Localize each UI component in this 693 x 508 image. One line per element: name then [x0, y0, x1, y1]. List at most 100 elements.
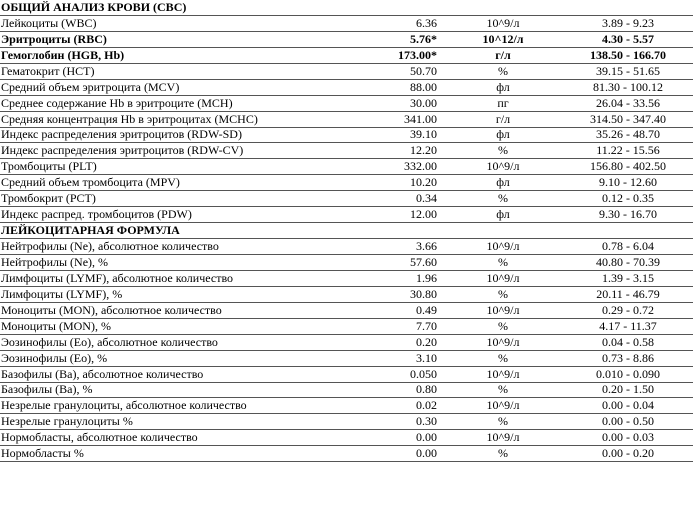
test-unit: г/л — [443, 111, 563, 128]
table-row: Моноциты (MON), абсолютное количество 0.4… — [0, 302, 693, 319]
table-row: Индекс распределения эритроцитов (RDW-CV… — [0, 142, 693, 160]
test-unit: % — [443, 382, 563, 399]
test-name: Индекс распределения эритроцитов (RDW-CV… — [0, 142, 330, 160]
test-result: 39.10 — [330, 127, 443, 144]
table-row: Среднее содержание Hb в эритроците (MCH)… — [0, 95, 693, 112]
test-name: Средняя концентрация Hb в эритроцитах (M… — [0, 111, 330, 128]
test-unit: 10^9/л — [443, 238, 563, 255]
section-title: ЛЕЙКОЦИТАРНАЯ ФОРМУЛА — [0, 222, 693, 240]
test-reference-range: 0.04 - 0.58 — [563, 334, 693, 351]
test-unit: фл — [443, 206, 563, 224]
test-name: Базофилы (Ba), % — [0, 382, 330, 399]
test-result: 0.02 — [330, 397, 443, 415]
test-reference-range: 35.26 - 48.70 — [563, 127, 693, 144]
table-row: Базофилы (Ba), абсолютное количество 0.05… — [0, 366, 693, 383]
test-result: 7.70 — [330, 318, 443, 335]
test-reference-range: 11.22 - 15.56 — [563, 142, 693, 160]
table-row: Нормобласты, абсолютное количество 0.00 10… — [0, 429, 693, 447]
test-reference-range: 20.11 - 46.79 — [563, 286, 693, 303]
section-header-cbc: ОБЩИЙ АНАЛИЗ КРОВИ (CBC) — [0, 0, 693, 16]
table-row: Нормобласты % 0.00% 0.00 - 0.20 — [0, 445, 693, 463]
test-reference-range: 0.29 - 0.72 — [563, 302, 693, 319]
table-row: Моноциты (MON), % 7.70% 4.17 - 11.37 — [0, 318, 693, 335]
test-result: 12.00 — [330, 206, 443, 224]
test-unit: 10^9/л — [443, 270, 563, 287]
test-unit: % — [443, 445, 563, 463]
test-unit: пг — [443, 95, 563, 112]
test-unit: 10^9/л — [443, 429, 563, 447]
test-name: Лимфоциты (LYMF), абсолютное количество — [0, 270, 330, 287]
table-row: Лимфоциты (LYMF), % 30.80% 20.11 - 46.79 — [0, 286, 693, 303]
test-reference-range: 0.00 - 0.03 — [563, 429, 693, 447]
test-reference-range: 26.04 - 33.56 — [563, 95, 693, 112]
table-row: Эозинофилы (Eo), % 3.10% 0.73 - 8.86 — [0, 350, 693, 367]
test-name: Незрелые гранулоциты, абсолютное количес… — [0, 397, 330, 415]
table-row: Эритроциты (RBC) 5.76* 10^12/л 4.30 - 5.57 — [0, 31, 693, 48]
table-row: Нейтрофилы (Ne), % 57.60% 40.80 - 70.39 — [0, 254, 693, 271]
test-result: 0.20 — [330, 334, 443, 351]
test-result: 0.00 — [330, 429, 443, 447]
test-result: 3.66 — [330, 238, 443, 255]
test-reference-range: 81.30 - 100.12 — [563, 79, 693, 96]
test-result: 30.00 — [330, 95, 443, 112]
test-name: Гематокрит (HCT) — [0, 63, 330, 80]
test-reference-range: 138.50 - 166.70 — [563, 47, 693, 64]
test-name: Лейкоциты (WBC) — [0, 15, 330, 32]
test-name: Нормобласты, абсолютное количество — [0, 429, 330, 447]
test-reference-range: 3.89 - 9.23 — [563, 15, 693, 32]
test-unit: % — [443, 254, 563, 271]
test-unit: % — [443, 286, 563, 303]
test-result: 88.00 — [330, 79, 443, 96]
test-reference-range: 0.00 - 0.50 — [563, 413, 693, 431]
test-name: Нейтрофилы (Ne), % — [0, 254, 330, 271]
table-row: Лейкоциты (WBC) 6.36 10^9/л 3.89 - 9.23 — [0, 15, 693, 32]
test-name: Индекс распределения эритроцитов (RDW-SD… — [0, 127, 330, 144]
test-reference-range: 39.15 - 51.65 — [563, 63, 693, 80]
test-result: 0.49 — [330, 302, 443, 319]
table-row: Тромбокрит (PCT) 0.34% 0.12 - 0.35 — [0, 190, 693, 208]
test-unit: % — [443, 318, 563, 335]
test-name: Среднее содержание Hb в эритроците (MCH) — [0, 95, 330, 112]
test-reference-range: 0.12 - 0.35 — [563, 190, 693, 208]
test-reference-range: 4.30 - 5.57 — [563, 31, 693, 48]
cbc-results-table: ОБЩИЙ АНАЛИЗ КРОВИ (CBC) Лейкоциты (WBC)… — [0, 0, 693, 463]
test-name: Моноциты (MON), абсолютное количество — [0, 302, 330, 319]
test-name: Лимфоциты (LYMF), % — [0, 286, 330, 303]
test-name: Незрелые гранулоциты % — [0, 413, 330, 431]
test-result: 3.10 — [330, 350, 443, 367]
test-unit: фл — [443, 79, 563, 96]
table-row: Гемоглобин (HGB, Hb) 173.00* г/л 138.50 - 1… — [0, 47, 693, 64]
test-result: 0.34 — [330, 190, 443, 208]
test-name: Тромбоциты (PLT) — [0, 158, 330, 176]
test-unit: фл — [443, 127, 563, 144]
table-row: Базофилы (Ba), % 0.80% 0.20 - 1.50 — [0, 382, 693, 399]
test-result: 10.20 — [330, 174, 443, 192]
table-row: Незрелые гранулоциты % 0.30% 0.00 - 0.50 — [0, 413, 693, 431]
test-unit: 10^9/л — [443, 366, 563, 383]
test-name: Средний объем эритроцита (MCV) — [0, 79, 330, 96]
test-reference-range: 314.50 - 347.40 — [563, 111, 693, 128]
test-name: Моноциты (MON), % — [0, 318, 330, 335]
test-reference-range: 0.73 - 8.86 — [563, 350, 693, 367]
test-name: Эритроциты (RBC) — [0, 31, 330, 48]
table-row: Средний объем тромбоцита (MPV) 10.20 фл 9.1… — [0, 174, 693, 192]
table-row: Средний объем эритроцита (MCV) 88.00 фл 81.… — [0, 79, 693, 96]
test-reference-range: 0.010 - 0.090 — [563, 366, 693, 383]
test-reference-range: 1.39 - 3.15 — [563, 270, 693, 287]
test-name: Эозинофилы (Eo), абсолютное количество — [0, 334, 330, 351]
test-reference-range: 4.17 - 11.37 — [563, 318, 693, 335]
test-result: 1.96 — [330, 270, 443, 287]
table-row: Индекс распред. тромбоцитов (PDW) 12.00 фл… — [0, 206, 693, 224]
test-unit: % — [443, 142, 563, 160]
test-reference-range: 0.00 - 0.20 — [563, 445, 693, 463]
test-name: Тромбокрит (PCT) — [0, 190, 330, 208]
table-row: Индекс распределения эритроцитов (RDW-SD… — [0, 127, 693, 144]
test-result: 0.30 — [330, 413, 443, 431]
test-unit: 10^9/л — [443, 15, 563, 32]
test-reference-range: 40.80 - 70.39 — [563, 254, 693, 271]
test-name: Гемоглобин (HGB, Hb) — [0, 47, 330, 64]
test-unit: % — [443, 350, 563, 367]
test-reference-range: 9.30 - 16.70 — [563, 206, 693, 224]
test-unit: 10^9/л — [443, 302, 563, 319]
table-row: Незрелые гранулоциты, абсолютное количес… — [0, 397, 693, 415]
